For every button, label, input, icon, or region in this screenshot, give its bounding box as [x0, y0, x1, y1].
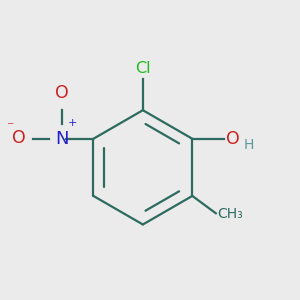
Text: O: O	[12, 129, 26, 147]
Text: ⁻: ⁻	[6, 121, 14, 135]
Text: O: O	[226, 130, 239, 148]
Text: Cl: Cl	[135, 61, 151, 76]
Text: N: N	[55, 130, 68, 148]
Text: O: O	[55, 84, 69, 102]
Text: +: +	[68, 118, 78, 128]
Text: CH₃: CH₃	[218, 207, 243, 221]
Text: H: H	[243, 138, 254, 152]
